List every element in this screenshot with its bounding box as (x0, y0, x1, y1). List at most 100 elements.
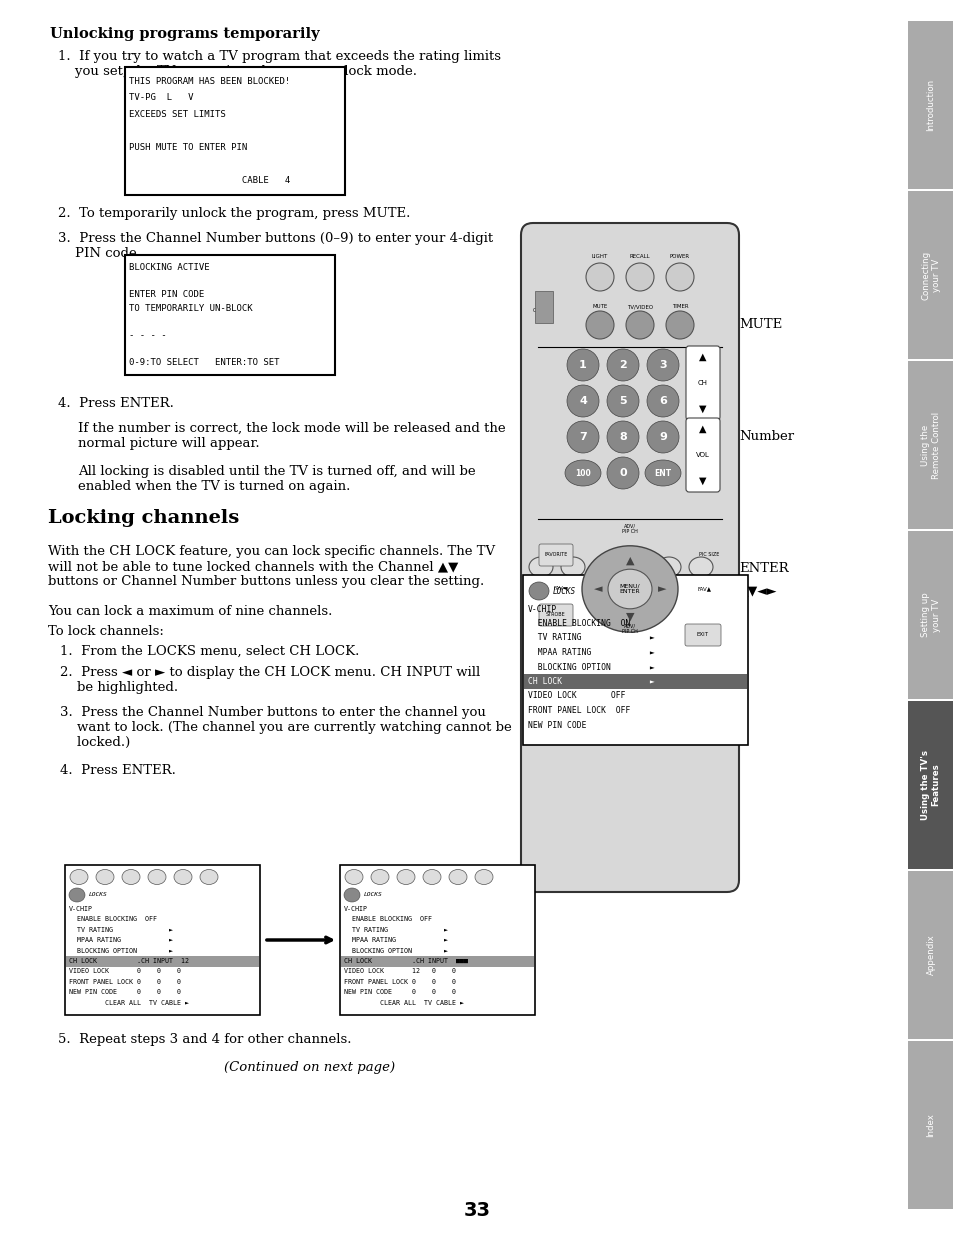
Text: With the CH LOCK feature, you can lock specific channels. The TV
will not be abl: With the CH LOCK feature, you can lock s… (48, 545, 495, 588)
Ellipse shape (200, 869, 218, 884)
Ellipse shape (560, 557, 584, 577)
FancyBboxPatch shape (538, 543, 573, 566)
Text: CLEAR ALL  TV CABLE ►: CLEAR ALL TV CABLE ► (69, 999, 189, 1005)
Text: ▲▼◄►: ▲▼◄► (739, 584, 777, 598)
Text: EXIT: EXIT (697, 632, 708, 637)
Bar (339, 864, 535, 1015)
Text: FRONT PANEL LOCK 0    0    0: FRONT PANEL LOCK 0 0 0 (344, 979, 456, 984)
Text: TV-PG  L   V: TV-PG L V (129, 94, 193, 103)
Text: ▼: ▼ (625, 613, 634, 622)
FancyBboxPatch shape (684, 624, 720, 646)
Ellipse shape (148, 869, 166, 884)
Text: CH LOCK          .CH INPUT  12: CH LOCK .CH INPUT 12 (69, 958, 189, 965)
Text: Setting up
your TV: Setting up your TV (921, 593, 940, 637)
Text: ENTER: ENTER (675, 562, 788, 576)
Text: VIDEO LOCK       0    0    0: VIDEO LOCK 0 0 0 (69, 968, 181, 974)
Bar (125, 67, 345, 195)
Text: 5: 5 (618, 396, 626, 406)
FancyBboxPatch shape (685, 346, 720, 420)
Bar (907, 1041, 953, 1209)
Text: ▲: ▲ (699, 352, 706, 362)
Ellipse shape (606, 421, 639, 453)
Text: 9: 9 (659, 432, 666, 442)
Text: 5.  Repeat steps 3 and 4 for other channels.: 5. Repeat steps 3 and 4 for other channe… (58, 1032, 351, 1046)
Bar (907, 191, 953, 359)
Bar (907, 361, 953, 529)
Text: VOL: VOL (696, 452, 709, 458)
Text: CH LOCK          .CH INPUT  ■■■: CH LOCK .CH INPUT ■■■ (344, 958, 468, 965)
Ellipse shape (644, 459, 680, 487)
Ellipse shape (371, 869, 389, 884)
Bar (907, 871, 953, 1039)
Text: ADV/
PIP CH: ADV/ PIP CH (621, 624, 638, 635)
Bar (523, 674, 746, 689)
Text: Press ▼ or ▲.: Press ▼ or ▲. (542, 797, 631, 810)
Ellipse shape (585, 311, 614, 338)
Text: STROBE: STROBE (545, 613, 565, 618)
Text: LOCKS: LOCKS (553, 587, 576, 595)
Text: CABLE   4: CABLE 4 (129, 177, 290, 185)
Text: NEW PIN CODE     0    0    0: NEW PIN CODE 0 0 0 (69, 989, 181, 995)
Text: EXCEEDS SET LIMITS: EXCEEDS SET LIMITS (129, 110, 226, 119)
Text: 1.  From the LOCKS menu, select CH LOCK.: 1. From the LOCKS menu, select CH LOCK. (60, 645, 359, 658)
Text: Unlocking programs temporarily: Unlocking programs temporarily (50, 27, 319, 41)
Ellipse shape (688, 557, 712, 577)
Text: 8: 8 (618, 432, 626, 442)
Text: 4.  Press ENTER.: 4. Press ENTER. (58, 396, 173, 410)
Text: Connecting
your TV: Connecting your TV (921, 251, 940, 300)
Text: BLOCKING OPTION        ►: BLOCKING OPTION ► (69, 947, 172, 953)
Ellipse shape (625, 263, 654, 291)
Text: CH LOCK                  ►: CH LOCK ► (527, 677, 654, 685)
Text: 0-9:TO SELECT   ENTER:TO SET: 0-9:TO SELECT ENTER:TO SET (129, 358, 279, 367)
Text: - - - -: - - - - (129, 331, 167, 340)
Ellipse shape (566, 350, 598, 382)
Text: ▲: ▲ (699, 424, 706, 433)
Ellipse shape (657, 557, 680, 577)
Text: MPAA RATING            ►: MPAA RATING ► (344, 937, 448, 944)
Ellipse shape (529, 582, 548, 600)
Text: MUTE: MUTE (592, 305, 607, 310)
Text: 3.  Press the Channel Number buttons (0–9) to enter your 4-digit
    PIN code.: 3. Press the Channel Number buttons (0–9… (58, 232, 493, 261)
Text: PIC SIZE: PIC SIZE (699, 552, 719, 557)
Ellipse shape (96, 869, 113, 884)
Ellipse shape (396, 869, 415, 884)
Text: MPAA RATING            ►: MPAA RATING ► (527, 648, 654, 657)
Text: CLEAR ALL  TV CABLE ►: CLEAR ALL TV CABLE ► (344, 999, 463, 1005)
Ellipse shape (344, 888, 359, 902)
Text: BLOCKING OPTION        ►: BLOCKING OPTION ► (344, 947, 448, 953)
Text: MPAA RATING            ►: MPAA RATING ► (69, 937, 172, 944)
Text: TIMER: TIMER (671, 305, 688, 310)
Text: To select each item:: To select each item: (522, 773, 656, 785)
Text: MENU/
ENTER: MENU/ ENTER (619, 584, 639, 594)
Ellipse shape (70, 869, 88, 884)
Text: Using the TV's
Features: Using the TV's Features (921, 750, 940, 820)
Text: CH: CH (698, 380, 707, 387)
Text: All locking is disabled until the TV is turned off, and will be
enabled when the: All locking is disabled until the TV is … (78, 466, 476, 493)
Ellipse shape (606, 350, 639, 382)
Text: 4: 4 (578, 396, 586, 406)
Text: 6: 6 (659, 396, 666, 406)
Text: ENT: ENT (654, 468, 671, 478)
Bar (907, 701, 953, 869)
Text: 0: 0 (618, 468, 626, 478)
Ellipse shape (606, 457, 639, 489)
Text: V-CHIP: V-CHIP (344, 906, 368, 911)
Bar (907, 21, 953, 189)
Text: VIDEO LOCK       OFF: VIDEO LOCK OFF (527, 692, 625, 700)
Text: LOCKS: LOCKS (364, 893, 382, 898)
Text: 1.  If you try to watch a TV program that exceeds the rating limits
    you set,: 1. If you try to watch a TV program that… (58, 49, 500, 78)
Ellipse shape (624, 557, 648, 577)
Text: Number: Number (719, 431, 793, 443)
Text: If the number is correct, the lock mode will be released and the
normal picture : If the number is correct, the lock mode … (78, 422, 505, 450)
Text: ◄: ◄ (593, 584, 601, 594)
Text: You can lock a maximum of nine channels.: You can lock a maximum of nine channels. (48, 605, 332, 618)
Bar (65, 864, 260, 1015)
Bar (907, 531, 953, 699)
FancyBboxPatch shape (520, 224, 739, 892)
Ellipse shape (69, 888, 85, 902)
Text: ►: ► (657, 584, 665, 594)
Ellipse shape (665, 263, 693, 291)
Text: (Continued on next page): (Continued on next page) (224, 1061, 395, 1074)
Ellipse shape (646, 385, 679, 417)
Text: LOCKS: LOCKS (89, 893, 108, 898)
